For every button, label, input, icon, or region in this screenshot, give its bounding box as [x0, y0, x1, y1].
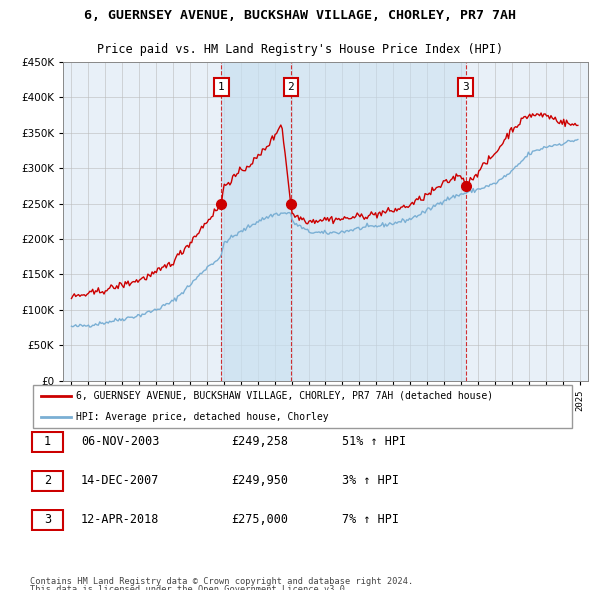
Text: HPI: Average price, detached house, Chorley: HPI: Average price, detached house, Chor…	[76, 412, 329, 422]
FancyBboxPatch shape	[32, 471, 63, 491]
Text: 1: 1	[218, 82, 225, 91]
Text: £249,950: £249,950	[231, 474, 288, 487]
Text: This data is licensed under the Open Government Licence v3.0.: This data is licensed under the Open Gov…	[30, 585, 350, 590]
Text: 06-NOV-2003: 06-NOV-2003	[81, 435, 160, 448]
Text: £249,258: £249,258	[231, 435, 288, 448]
FancyBboxPatch shape	[32, 510, 63, 530]
Text: 14-DEC-2007: 14-DEC-2007	[81, 474, 160, 487]
Text: 2: 2	[287, 82, 294, 91]
Text: 12-APR-2018: 12-APR-2018	[81, 513, 160, 526]
Text: 51% ↑ HPI: 51% ↑ HPI	[342, 435, 406, 448]
FancyBboxPatch shape	[32, 432, 63, 452]
Text: Contains HM Land Registry data © Crown copyright and database right 2024.: Contains HM Land Registry data © Crown c…	[30, 577, 413, 586]
Bar	[291, 62, 466, 381]
Text: 3% ↑ HPI: 3% ↑ HPI	[342, 474, 399, 487]
Text: 6, GUERNSEY AVENUE, BUCKSHAW VILLAGE, CHORLEY, PR7 7AH (detached house): 6, GUERNSEY AVENUE, BUCKSHAW VILLAGE, CH…	[76, 391, 494, 401]
Text: 1: 1	[44, 435, 51, 448]
Text: £275,000: £275,000	[231, 513, 288, 526]
Text: 3: 3	[463, 82, 469, 91]
Text: 6, GUERNSEY AVENUE, BUCKSHAW VILLAGE, CHORLEY, PR7 7AH: 6, GUERNSEY AVENUE, BUCKSHAW VILLAGE, CH…	[84, 9, 516, 22]
Bar	[221, 62, 291, 381]
Text: 2: 2	[44, 474, 51, 487]
Text: Price paid vs. HM Land Registry's House Price Index (HPI): Price paid vs. HM Land Registry's House …	[97, 44, 503, 57]
FancyBboxPatch shape	[33, 385, 572, 428]
Text: 3: 3	[44, 513, 51, 526]
Text: 7% ↑ HPI: 7% ↑ HPI	[342, 513, 399, 526]
